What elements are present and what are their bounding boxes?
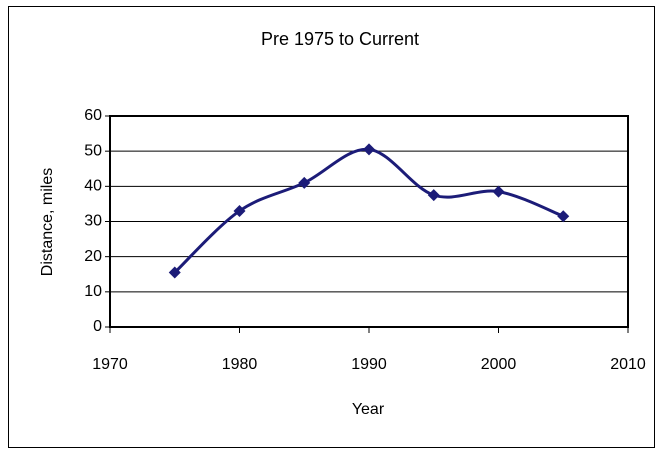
plot-area bbox=[109, 115, 629, 328]
data-point bbox=[363, 143, 375, 156]
data-point bbox=[492, 185, 505, 198]
x-tick-label: 1970 bbox=[92, 356, 128, 373]
data-point bbox=[557, 210, 570, 223]
y-tick-label: 50 bbox=[84, 142, 102, 159]
x-tick-label: 2000 bbox=[481, 356, 517, 373]
chart-title: Pre 1975 to Current bbox=[261, 29, 419, 49]
y-tick-label: 20 bbox=[84, 248, 102, 265]
y-tick-label: 40 bbox=[84, 178, 102, 195]
x-tick-label: 1990 bbox=[351, 356, 387, 373]
y-tick-label: 30 bbox=[84, 213, 102, 230]
y-tick-label: 60 bbox=[84, 107, 102, 124]
x-tick-label: 1980 bbox=[222, 356, 258, 373]
x-tick-label: 2010 bbox=[610, 356, 646, 373]
chart-border bbox=[8, 6, 655, 448]
data-point bbox=[168, 266, 181, 279]
y-tick-label: 10 bbox=[84, 283, 102, 300]
y-tick-label: 0 bbox=[93, 318, 102, 335]
y-axis-label: Distance, miles bbox=[39, 168, 56, 276]
data-point bbox=[427, 189, 440, 202]
x-axis-label: Year bbox=[352, 401, 385, 418]
data-point bbox=[298, 176, 311, 189]
data-point bbox=[233, 204, 246, 217]
